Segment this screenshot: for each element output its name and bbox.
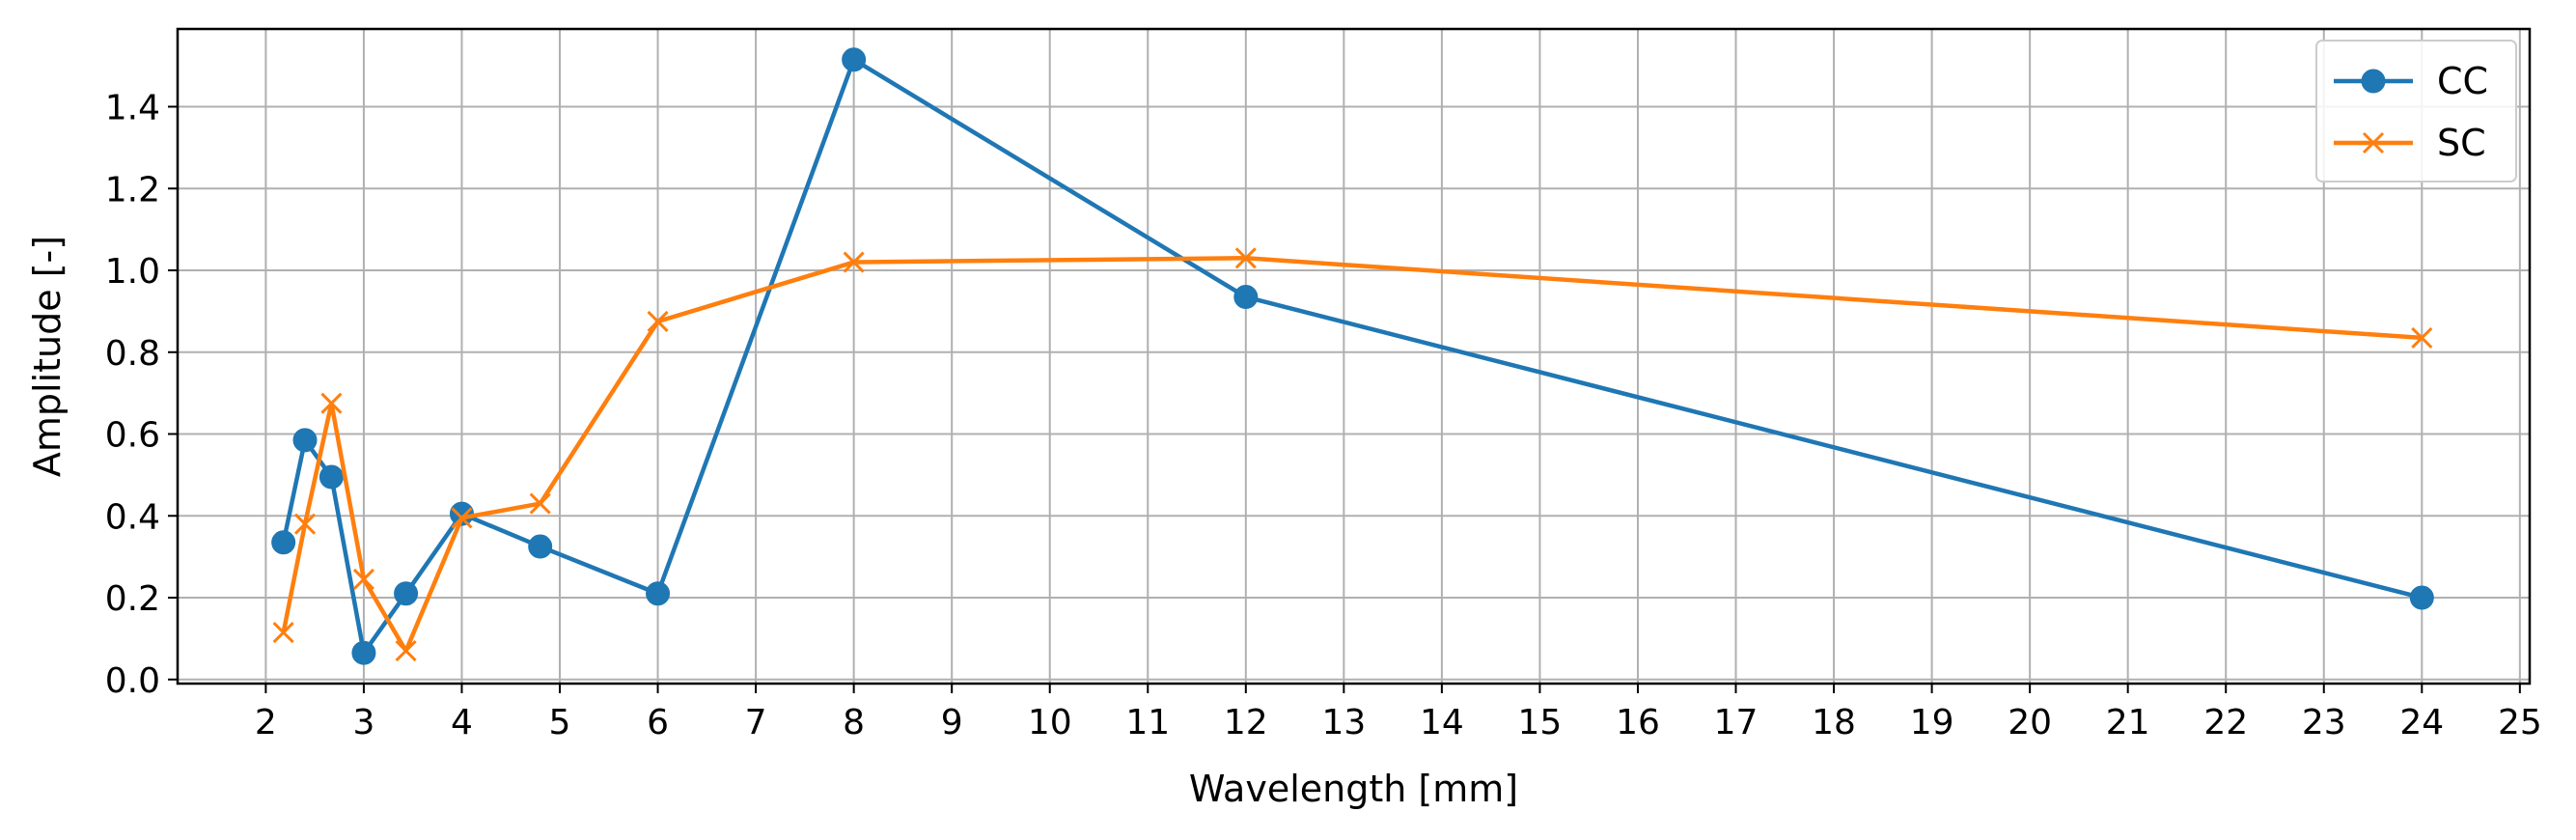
legend-item-sc: SC [2334, 122, 2486, 164]
data-point-cc [292, 428, 318, 453]
series-line-cc [281, 57, 2423, 656]
legend-label-sc: SC [2437, 122, 2486, 164]
data-point-cc [271, 530, 296, 555]
x-tick-label: 11 [1125, 703, 1170, 742]
data-point-sc [395, 640, 417, 662]
x-tick-label: 24 [2399, 703, 2444, 742]
series-sc [272, 247, 2433, 662]
data-point-cc [528, 534, 553, 559]
x-tick-label: 4 [451, 703, 473, 742]
x-tick-label: 3 [352, 703, 374, 742]
x-tick-label: 2 [255, 703, 277, 742]
x-tick-label: 21 [2106, 703, 2150, 742]
x-tick-label: 19 [1910, 703, 1954, 742]
data-point-cc [646, 581, 671, 606]
y-tick-label: 0.6 [105, 416, 160, 456]
data-point-sc [2411, 326, 2433, 349]
x-tick-label: 5 [549, 703, 571, 742]
legend-item-cc: CC [2334, 60, 2488, 102]
plot-frame [176, 27, 2532, 686]
x-axis: 2 3 4 5 6 7 8 9 10 11 12 13 14 15 16 17 18 19 20 21 22 23 24 25 [255, 684, 2542, 742]
y-tick-label: 0.2 [105, 579, 160, 619]
y-tick-label: 0.8 [105, 334, 160, 374]
data-point-cc [319, 464, 344, 490]
x-tick-label: 13 [1321, 703, 1366, 742]
y-tick-label: 1.0 [105, 252, 160, 292]
x-tick-label: 10 [1028, 703, 1072, 742]
data-point-sc [272, 621, 294, 644]
x-axis-label: Wavelength [mm] [1189, 768, 1518, 810]
x-tick-label: 23 [2302, 703, 2346, 742]
data-point-cc [842, 47, 867, 72]
data-point-sc [647, 310, 669, 333]
legend-marker-sc [2362, 131, 2385, 154]
x-tick-label: 20 [2008, 703, 2052, 742]
data-point-cc [1233, 285, 1259, 310]
data-point-cc [351, 640, 376, 665]
x-tick-label: 25 [2498, 703, 2542, 742]
data-point-sc [352, 568, 374, 591]
x-tick-label: 9 [941, 703, 963, 742]
y-axis: 0.0 0.2 0.4 0.6 0.8 1.0 1.2 1.4 [105, 89, 178, 701]
data-point-sc [843, 251, 865, 273]
series-cc [271, 47, 2434, 665]
series-layer [271, 47, 2434, 665]
data-point-cc [394, 581, 419, 606]
x-tick-label: 17 [1714, 703, 1759, 742]
data-point-sc [1234, 247, 1257, 269]
series-line-sc [281, 256, 2423, 654]
x-tick-label: 7 [745, 703, 767, 742]
x-tick-label: 22 [2203, 703, 2248, 742]
data-point-sc [451, 507, 473, 529]
data-point-sc [293, 513, 317, 535]
x-tick-label: 15 [1518, 703, 1563, 742]
y-tick-label: 1.2 [105, 170, 160, 210]
x-tick-label: 6 [647, 703, 669, 742]
x-tick-label: 12 [1224, 703, 1268, 742]
data-point-sc [320, 392, 343, 414]
legend: CC SC [2315, 40, 2517, 182]
y-tick-label: 1.4 [105, 89, 160, 128]
data-point-sc [529, 492, 551, 515]
y-tick-label: 0.4 [105, 497, 160, 537]
legend-label-cc: CC [2437, 60, 2488, 102]
legend-marker-cc [2361, 69, 2386, 94]
x-tick-label: 8 [843, 703, 865, 742]
x-tick-label: 14 [1420, 703, 1464, 742]
y-tick-label: 0.0 [105, 661, 160, 701]
y-axis-label: Amplitude [-] [26, 236, 69, 477]
grid [178, 29, 2530, 684]
x-tick-label: 16 [1616, 703, 1660, 742]
x-tick-label: 18 [1812, 703, 1856, 742]
data-point-cc [2409, 585, 2434, 610]
